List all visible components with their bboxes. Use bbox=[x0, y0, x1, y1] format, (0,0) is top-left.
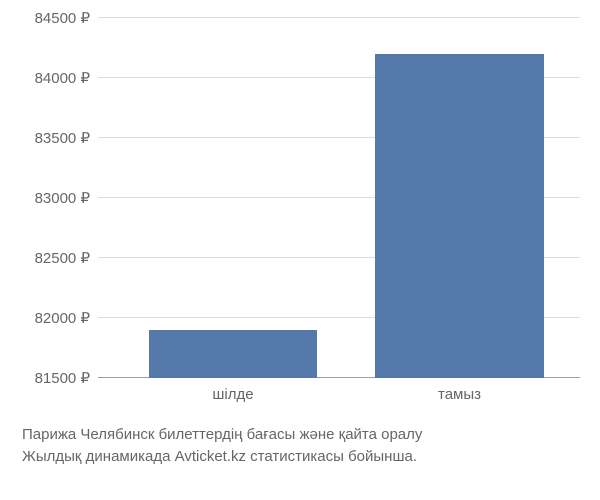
bar-тамыз bbox=[375, 54, 544, 378]
ytick-label: 82000 ₽ bbox=[35, 309, 90, 327]
ytick-label: 81500 ₽ bbox=[35, 369, 90, 387]
ytick-label: 82500 ₽ bbox=[35, 249, 90, 267]
xtick-label: шілде bbox=[212, 386, 253, 403]
caption-line-1: Парижа Челябинск билеттердің бағасы және… bbox=[22, 424, 580, 446]
ytick-label: 83000 ₽ bbox=[35, 189, 90, 207]
xtick-label: тамыз bbox=[438, 386, 481, 403]
chart-wrapper: 81500 ₽ 82000 ₽ 82500 ₽ 83000 ₽ 83500 ₽ 84000… bbox=[0, 0, 600, 500]
bar-chart: 81500 ₽82000 ₽82500 ₽83000 ₽83500 ₽84000… bbox=[98, 18, 580, 378]
bar-шілде bbox=[149, 330, 318, 378]
ytick-label: 84500 ₽ bbox=[35, 9, 90, 27]
ytick-label: 83500 ₽ bbox=[35, 129, 90, 147]
gridline bbox=[98, 17, 580, 18]
chart-caption: Парижа Челябинск билеттердің бағасы және… bbox=[22, 424, 580, 468]
ytick-label: 84000 ₽ bbox=[35, 69, 90, 87]
caption-line-2: Жылдық динамикада Avticket.kz статистика… bbox=[22, 446, 580, 468]
